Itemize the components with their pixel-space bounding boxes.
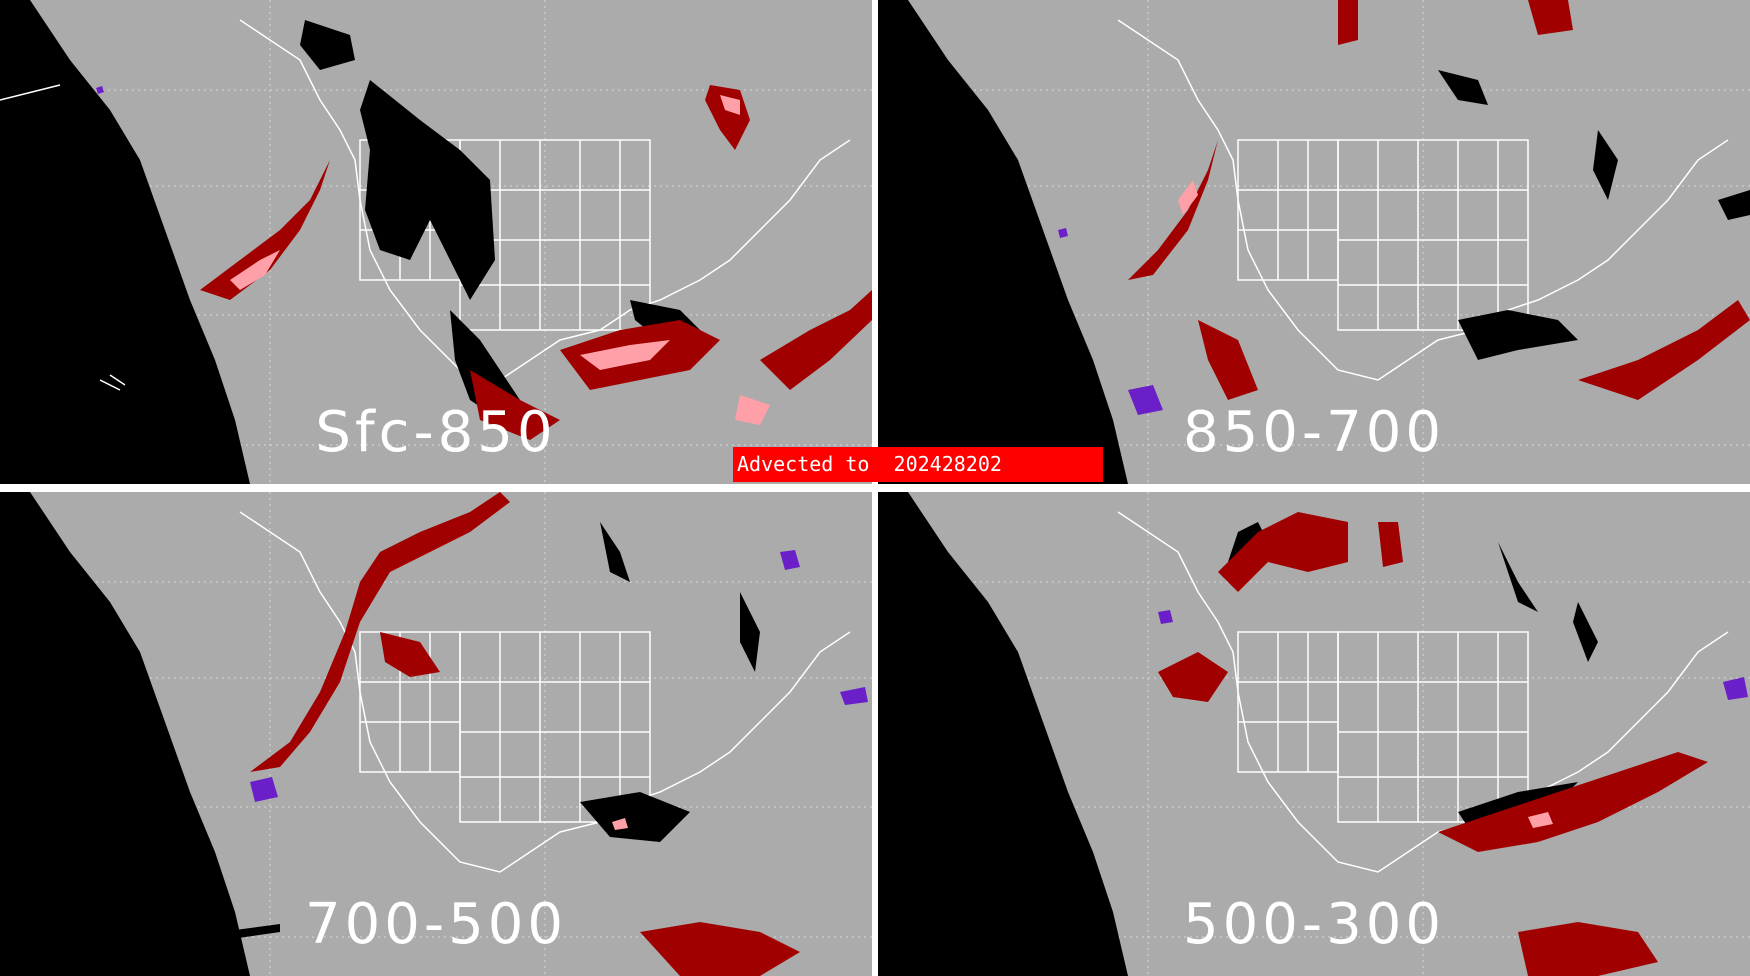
banner-prefix: Advected to xyxy=(737,452,870,476)
pink-patches xyxy=(612,818,628,830)
level-label-sfc-850: Sfc-850 xyxy=(315,400,557,465)
pink-patches xyxy=(1528,812,1553,828)
level-label-700-500: 700-500 xyxy=(305,892,567,957)
panel-500-300: 500-300 xyxy=(878,492,1750,976)
ocean-mask xyxy=(878,492,1128,976)
map-500-300 xyxy=(878,492,1750,976)
panel-700-500: 700-500 xyxy=(0,492,872,976)
level-label-500-300: 500-300 xyxy=(1183,892,1445,957)
purple-patches xyxy=(1158,610,1748,700)
panel-850-700: 850-700 xyxy=(878,0,1750,484)
level-label-850-700: 850-700 xyxy=(1183,400,1445,465)
banner-timestamp: 202428202 xyxy=(893,452,1002,476)
purple-patches xyxy=(250,550,868,802)
pink-patches xyxy=(1178,180,1198,215)
black-patches xyxy=(1438,70,1750,360)
purple-patches xyxy=(96,86,104,94)
horizontal-divider xyxy=(0,484,1750,492)
dark-red-patches xyxy=(1128,0,1750,400)
ocean-mask xyxy=(878,0,1128,484)
purple-patches xyxy=(1058,228,1163,415)
coastline xyxy=(1117,511,1729,873)
map-sfc-850 xyxy=(0,0,872,484)
black-patches xyxy=(300,20,700,420)
panel-sfc-850: Sfc-850 xyxy=(0,0,872,484)
advection-banner: Advected to 202428202 xyxy=(733,447,1103,482)
ocean-mask xyxy=(0,492,250,976)
map-700-500 xyxy=(0,492,872,976)
map-850-700 xyxy=(878,0,1750,484)
pink-patches xyxy=(230,95,770,425)
dark-red-patches xyxy=(250,492,800,976)
black-patches xyxy=(220,522,760,940)
ocean-mask xyxy=(0,0,250,484)
dark-red-patches xyxy=(1158,512,1708,976)
dark-red-patches xyxy=(200,85,872,440)
